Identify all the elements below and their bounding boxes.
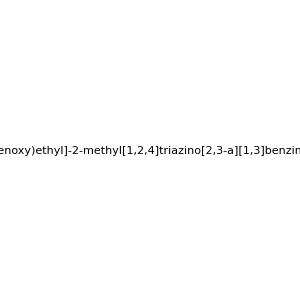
Text: 5-[2-(4-fluorophenoxy)ethyl]-2-methyl[1,2,4]triazino[2,3-a][1,3]benzimidazol-3(5: 5-[2-(4-fluorophenoxy)ethyl]-2-methyl[1,… (0, 146, 300, 157)
